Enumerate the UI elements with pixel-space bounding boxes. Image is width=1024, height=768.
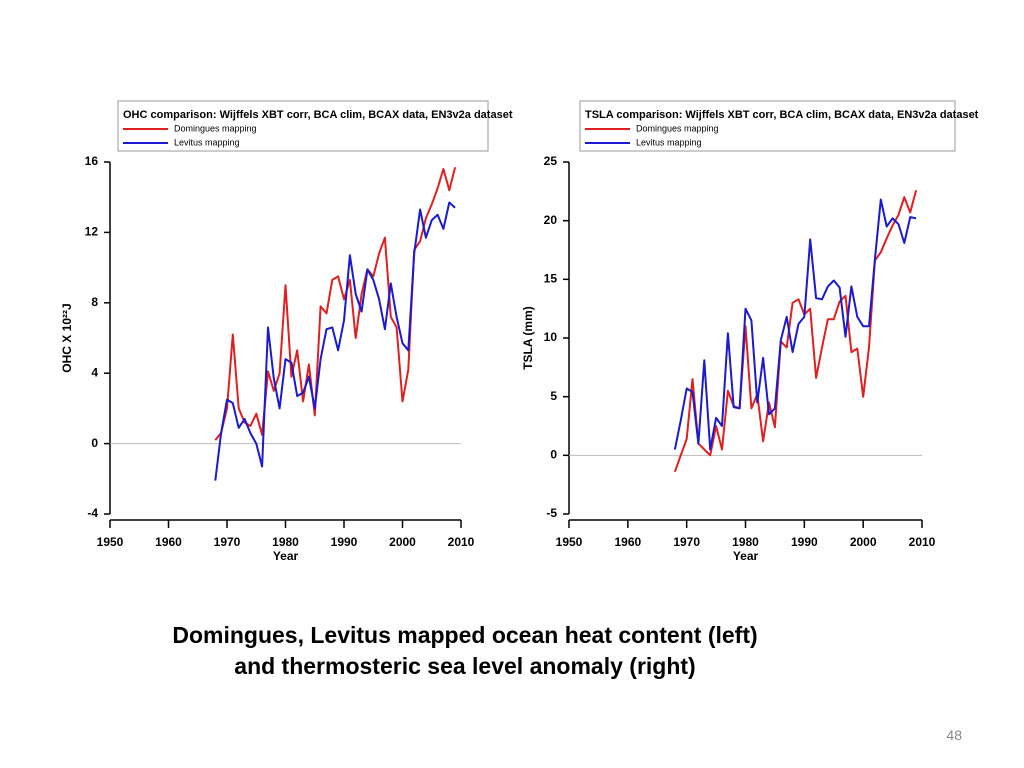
y-tick-label: 16 (85, 154, 99, 168)
x-tick-label: 1960 (155, 535, 182, 549)
x-tick-label: 1970 (214, 535, 241, 549)
x-axis-label: Year (733, 549, 759, 563)
x-tick-label: 1960 (614, 535, 641, 549)
x-tick-label: 1980 (732, 535, 759, 549)
x-tick-label: 1990 (791, 535, 818, 549)
caption: Domingues, Levitus mapped ocean heat con… (0, 620, 930, 682)
y-axis-label: TSLA (mm) (521, 306, 535, 370)
x-axis-label: Year (273, 549, 299, 563)
legend-label: Levitus mapping (636, 137, 702, 147)
x-tick-label: 1990 (331, 535, 358, 549)
legend-box (579, 100, 956, 152)
x-tick-label: 1950 (97, 535, 124, 549)
y-tick-label: 10 (544, 330, 558, 344)
caption-line: and thermosteric sea level anomaly (righ… (234, 653, 696, 679)
y-tick-label: 0 (91, 436, 98, 450)
legend-label: Domingues mapping (174, 123, 257, 133)
y-tick-label: 25 (544, 154, 558, 168)
legend-box (117, 100, 489, 152)
y-tick-label: 15 (544, 272, 558, 286)
y-tick-label: 4 (91, 365, 98, 379)
series-line (673, 189, 918, 473)
y-tick-label: 8 (91, 295, 98, 309)
x-tick-label: 2000 (850, 535, 877, 549)
x-tick-label: 1970 (673, 535, 700, 549)
y-tick-label: 0 (550, 448, 557, 462)
x-tick-label: 2000 (389, 535, 416, 549)
y-axis-label: OHC X 10²²J (60, 303, 74, 372)
y-tick-label: -5 (546, 506, 557, 520)
chart-title: OHC comparison: Wijffels XBT corr, BCA c… (123, 109, 513, 121)
y-tick-label: 12 (85, 225, 99, 239)
caption-line: Domingues, Levitus mapped ocean heat con… (172, 622, 758, 648)
x-tick-label: 1950 (556, 535, 583, 549)
series-line (214, 167, 457, 441)
series-line (214, 201, 456, 481)
series-line (673, 198, 917, 451)
y-tick-label: 20 (544, 213, 558, 227)
y-tick-label: -4 (87, 506, 98, 520)
page-number: 48 (946, 727, 962, 743)
y-tick-label: 5 (550, 389, 557, 403)
legend-label: Domingues mapping (636, 123, 719, 133)
chart-title: TSLA comparison: Wijffels XBT corr, BCA … (585, 109, 979, 121)
legend-label: Levitus mapping (174, 137, 240, 147)
x-tick-label: 2010 (448, 535, 475, 549)
x-tick-label: 1980 (272, 535, 299, 549)
x-tick-label: 2010 (909, 535, 936, 549)
